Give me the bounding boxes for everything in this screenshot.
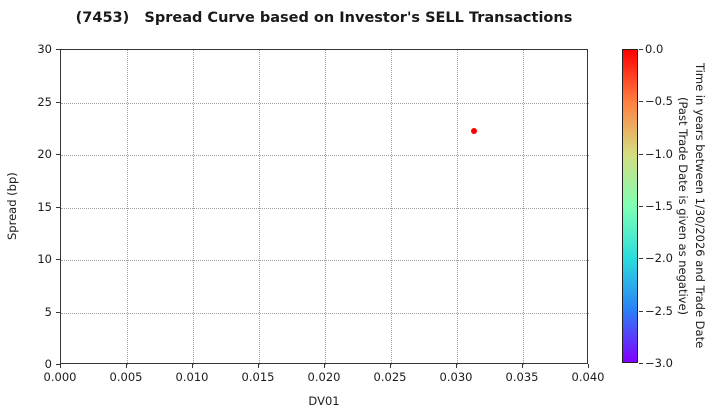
- x-tick-mark: [456, 364, 457, 368]
- colorbar-tick-label: −2.0: [645, 251, 673, 266]
- colorbar-tick-mark: [639, 206, 643, 207]
- x-tick-mark: [60, 364, 61, 368]
- x-tick-label: 0.015: [241, 370, 275, 384]
- y-tick-label: 15: [37, 199, 52, 214]
- colorbar-tick-label: 0.0: [645, 42, 664, 56]
- y-tick-label: 0: [44, 357, 52, 371]
- y-axis-label: Spread (bp): [5, 172, 19, 241]
- x-axis-label: DV01: [308, 394, 340, 408]
- x-tick-mark: [258, 364, 259, 368]
- plot-area: [60, 49, 589, 365]
- x-tick-label: 0.025: [373, 370, 407, 384]
- colorbar-tick-mark: [639, 310, 643, 312]
- x-tick-mark: [192, 364, 193, 368]
- x-tick-label: 0.020: [307, 370, 341, 384]
- colorbar-tick-mark: [639, 49, 643, 50]
- y-tick-mark: [56, 101, 60, 103]
- x-tick-mark: [126, 364, 127, 368]
- y-tick-label: 10: [37, 252, 52, 266]
- data-point: [471, 127, 478, 134]
- colorbar-axis-label: Time in years between 1/30/2026 and Trad…: [675, 63, 707, 349]
- y-tick-mark: [56, 206, 60, 208]
- gridline-horizontal: [61, 155, 589, 156]
- y-tick-label: 20: [37, 147, 52, 161]
- x-tick-label: 0.040: [571, 370, 605, 384]
- gridline-horizontal: [61, 260, 589, 261]
- colorbar-tick-label: −1.5: [645, 199, 673, 213]
- colorbar-tick-mark: [639, 258, 643, 260]
- y-tick-label: 30: [37, 42, 52, 56]
- colorbar: [622, 49, 638, 363]
- colorbar-tick-mark: [639, 363, 643, 364]
- colorbar-tick-mark: [639, 153, 643, 155]
- y-tick-mark: [56, 364, 60, 365]
- gridline-horizontal: [61, 102, 589, 104]
- x-tick-label: 0.000: [43, 370, 77, 384]
- x-tick-label: 0.005: [109, 370, 143, 384]
- y-tick-mark: [56, 49, 60, 50]
- x-tick-mark: [324, 364, 325, 368]
- x-tick-label: 0.030: [439, 370, 473, 384]
- y-tick-mark: [56, 154, 60, 155]
- x-tick-mark: [522, 364, 523, 368]
- colorbar-tick-mark: [639, 101, 643, 103]
- y-tick-mark: [56, 259, 60, 260]
- gridline-horizontal: [61, 312, 589, 314]
- x-tick-label: 0.010: [175, 370, 209, 384]
- x-tick-label: 0.035: [505, 370, 539, 384]
- y-tick-label: 5: [44, 304, 52, 319]
- colorbar-tick-label: −2.5: [645, 303, 673, 318]
- gridline-horizontal: [61, 207, 589, 209]
- chart-title: (7453) Spread Curve based on Investor's …: [75, 10, 573, 26]
- colorbar-tick-label: −0.5: [645, 94, 673, 109]
- colorbar-tick-label: −3.0: [645, 356, 673, 370]
- x-tick-mark: [588, 364, 589, 368]
- y-tick-label: 25: [37, 94, 52, 109]
- y-tick-mark: [56, 311, 60, 313]
- colorbar-tick-label: −1.0: [645, 146, 673, 161]
- x-tick-mark: [390, 364, 391, 368]
